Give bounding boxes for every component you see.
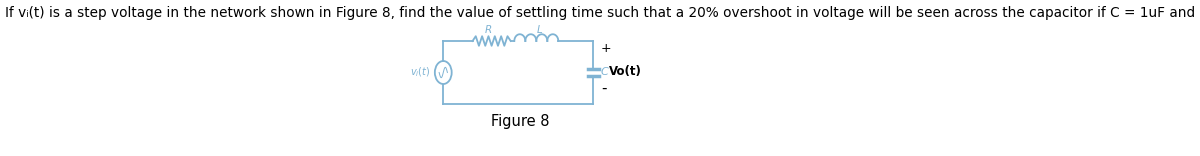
Text: L: L [536,24,542,34]
Text: C: C [601,66,608,76]
Text: R: R [485,24,492,34]
Text: +: + [601,42,612,55]
Text: Vo(t): Vo(t) [608,65,642,78]
Text: $v_i(t)$: $v_i(t)$ [410,66,431,79]
Text: -: - [601,80,606,95]
Text: Figure 8: Figure 8 [491,114,550,129]
Text: If vᵢ(t) is a step voltage in the network shown in Figure 8, find the value of s: If vᵢ(t) is a step voltage in the networ… [5,6,1200,20]
